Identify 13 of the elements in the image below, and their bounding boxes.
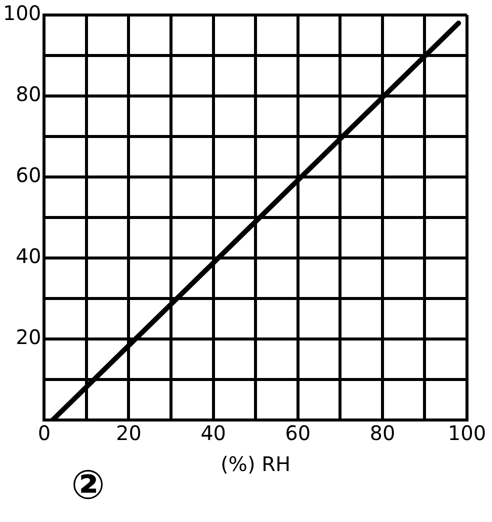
y-tick-label: 60 bbox=[16, 163, 42, 188]
x-tick-label: 100 bbox=[448, 421, 486, 446]
x-tick-label: 60 bbox=[285, 421, 311, 446]
x-axis-title: (%) RH bbox=[220, 452, 291, 476]
y-tick-label: 100 bbox=[2, 1, 42, 26]
y-tick-label: 20 bbox=[16, 325, 42, 350]
x-tick-label: 80 bbox=[370, 421, 396, 446]
x-tick-label: 40 bbox=[200, 421, 226, 446]
text: ② bbox=[71, 462, 105, 508]
x-tick-label: 0 bbox=[38, 421, 51, 446]
x-tick-label: 20 bbox=[116, 421, 142, 446]
y-tick-label: 80 bbox=[16, 82, 42, 106]
y-tick-label: 40 bbox=[16, 244, 42, 268]
